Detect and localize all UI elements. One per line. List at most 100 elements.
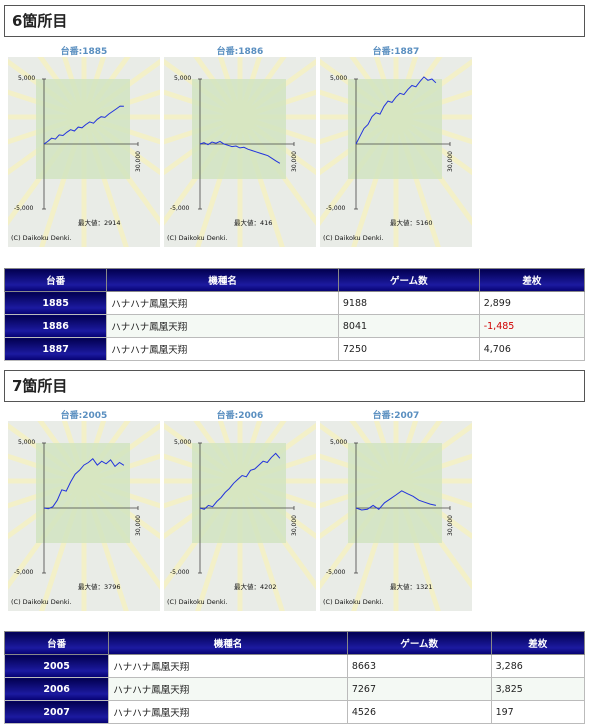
y-max-label: 5,000 xyxy=(174,439,192,446)
game-count-cell: 9188 xyxy=(337,291,480,315)
machine-number-cell: 1887 xyxy=(3,337,108,361)
y-min-label: -5,000 xyxy=(170,569,190,576)
model-name-cell: ハナハナ鳳凰天翔 xyxy=(106,291,339,315)
data-table: 台番 機種名 ゲーム数 差枚 1885 ハナハナ鳳凰天翔 9188 2,899 1886 ハナハナ… xyxy=(3,268,586,361)
graph-title[interactable]: 台番:2007 xyxy=(372,411,420,421)
diff-cell: 4,706 xyxy=(478,337,586,361)
data-table: 台番 機種名 ゲーム数 差枚 2005 ハナハナ鳳凰天翔 8663 3,286 2006 ハナハナ… xyxy=(3,631,586,724)
column-header: 台番 xyxy=(3,268,108,292)
diff-cell: 2,899 xyxy=(478,291,586,315)
game-count-cell: 7267 xyxy=(346,677,492,701)
section-title: 6箇所目 xyxy=(4,5,585,37)
y-max-label: 5,000 xyxy=(330,439,348,446)
y-max-label: 5,000 xyxy=(18,75,36,82)
max-value-label: 最大値：416 xyxy=(234,219,273,227)
game-count-cell: 7250 xyxy=(337,337,480,361)
model-name-cell: ハナハナ鳳凰天翔 xyxy=(108,677,348,701)
slump-graph[interactable]: 台番:1887 5,000 -5,000 30,000 最大値：5160 (C) Daik… xyxy=(320,44,472,249)
graph-svg xyxy=(8,421,160,611)
y-min-label: -5,000 xyxy=(326,205,346,212)
machine-number-cell: 2006 xyxy=(3,677,110,701)
model-name-cell: ハナハナ鳳凰天翔 xyxy=(108,700,348,724)
copyright-label: (C) Daikoku Denki. xyxy=(323,234,384,242)
diff-cell: 197 xyxy=(490,700,586,724)
slump-line xyxy=(355,76,437,145)
graph-svg xyxy=(8,57,160,247)
x-max-label: 30,000 xyxy=(135,515,142,536)
model-name-cell: ハナハナ鳳凰天翔 xyxy=(106,337,339,361)
machine-number-cell: 1886 xyxy=(3,314,108,338)
table-row: 1886 ハナハナ鳳凰天翔 8041 -1,485 xyxy=(3,314,586,338)
machine-number-cell: 2007 xyxy=(3,700,110,724)
graph-title[interactable]: 台番:1886 xyxy=(216,47,264,57)
background-board xyxy=(36,443,130,543)
graph-title[interactable]: 台番:1885 xyxy=(60,47,108,57)
slump-graph[interactable]: 台番:2007 5,000 -5,000 30,000 最大値：1321 (C) Daik… xyxy=(320,408,472,613)
graph-canvas: 5,000 -5,000 30,000 最大値：2914 (C) Daikoku Den… xyxy=(8,57,160,247)
slump-graph[interactable]: 台番:2005 5,000 -5,000 30,000 最大値：3796 (C) Daik… xyxy=(8,408,160,613)
max-value-label: 最大値：1321 xyxy=(390,583,433,591)
max-value-label: 最大値：4202 xyxy=(234,583,277,591)
game-count-cell: 8041 xyxy=(337,314,480,338)
graph-canvas: 5,000 -5,000 30,000 最大値：5160 (C) Daikoku Den… xyxy=(320,57,472,247)
y-min-label: -5,000 xyxy=(14,569,34,576)
table-row: 1885 ハナハナ鳳凰天翔 9188 2,899 xyxy=(3,291,586,315)
table-row: 2006 ハナハナ鳳凰天翔 7267 3,825 xyxy=(3,677,586,701)
column-header: 台番 xyxy=(3,631,110,655)
slump-line xyxy=(199,452,281,510)
graph-svg xyxy=(320,57,472,247)
x-max-label: 30,000 xyxy=(447,515,454,536)
y-min-label: -5,000 xyxy=(170,205,190,212)
column-header: 差枚 xyxy=(490,631,586,655)
x-max-label: 30,000 xyxy=(447,151,454,172)
copyright-label: (C) Daikoku Denki. xyxy=(11,598,72,606)
graph-svg xyxy=(164,421,316,611)
background-board xyxy=(36,79,130,179)
graph-canvas: 5,000 -5,000 30,000 最大値：4202 (C) Daikoku Den… xyxy=(164,421,316,611)
column-header: ゲーム数 xyxy=(346,631,492,655)
model-name-cell: ハナハナ鳳凰天翔 xyxy=(106,314,339,338)
background-board xyxy=(192,79,286,179)
background-board xyxy=(192,443,286,543)
x-max-label: 30,000 xyxy=(135,151,142,172)
column-header: 機種名 xyxy=(106,268,339,292)
table-row: 2005 ハナハナ鳳凰天翔 8663 3,286 xyxy=(3,654,586,678)
graph-title[interactable]: 台番:2006 xyxy=(216,411,264,421)
column-header: 機種名 xyxy=(108,631,348,655)
graph-title[interactable]: 台番:1887 xyxy=(372,47,420,57)
y-max-label: 5,000 xyxy=(174,75,192,82)
y-max-label: 5,000 xyxy=(330,75,348,82)
y-max-label: 5,000 xyxy=(18,439,36,446)
diff-cell: 3,286 xyxy=(490,654,586,678)
graph-svg xyxy=(320,421,472,611)
slump-line xyxy=(199,140,281,164)
slump-graph[interactable]: 台番:1885 5,000 -5,000 30,000 最大値：2914 (C) Daik… xyxy=(8,44,160,249)
model-name-cell: ハナハナ鳳凰天翔 xyxy=(108,654,348,678)
x-max-label: 30,000 xyxy=(291,151,298,172)
graph-title[interactable]: 台番:2005 xyxy=(60,411,108,421)
column-header: 差枚 xyxy=(478,268,586,292)
copyright-label: (C) Daikoku Denki. xyxy=(323,598,384,606)
y-min-label: -5,000 xyxy=(326,569,346,576)
diff-cell: 3,825 xyxy=(490,677,586,701)
max-value-label: 最大値：5160 xyxy=(390,219,433,227)
slump-graph[interactable]: 台番:1886 5,000 -5,000 30,000 最大値：416 (C) Daiko… xyxy=(164,44,316,249)
machine-number-cell: 1885 xyxy=(3,291,108,315)
y-min-label: -5,000 xyxy=(14,205,34,212)
column-header: ゲーム数 xyxy=(337,268,480,292)
copyright-label: (C) Daikoku Denki. xyxy=(167,598,228,606)
table-row: 1887 ハナハナ鳳凰天翔 7250 4,706 xyxy=(3,337,586,361)
machine-number-cell: 2005 xyxy=(3,654,110,678)
game-count-cell: 4526 xyxy=(346,700,492,724)
slump-graph[interactable]: 台番:2006 5,000 -5,000 30,000 最大値：4202 (C) Daik… xyxy=(164,408,316,613)
graph-canvas: 5,000 -5,000 30,000 最大値：416 (C) Daikoku Denk… xyxy=(164,57,316,247)
background-board xyxy=(348,79,442,179)
copyright-label: (C) Daikoku Denki. xyxy=(167,234,228,242)
copyright-label: (C) Daikoku Denki. xyxy=(11,234,72,242)
slump-line xyxy=(43,457,125,510)
section-title: 7箇所目 xyxy=(4,370,585,402)
background-board xyxy=(348,443,442,543)
slump-line xyxy=(43,105,124,145)
graph-canvas: 5,000 -5,000 30,000 最大値：3796 (C) Daikoku Den… xyxy=(8,421,160,611)
game-count-cell: 8663 xyxy=(346,654,492,678)
